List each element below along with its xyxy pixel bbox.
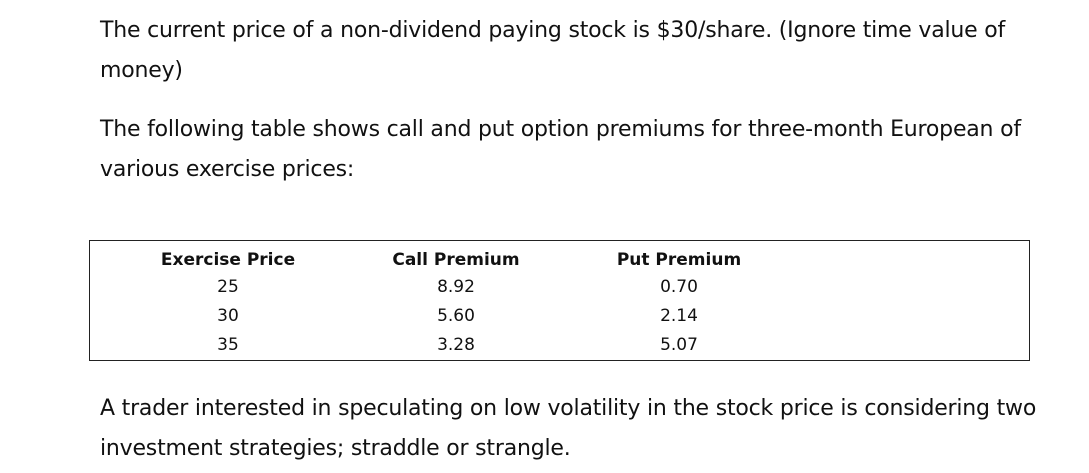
option-premium-table: Exercise Price Call Premium Put Premium …	[90, 247, 812, 360]
header-put-premium: Put Premium	[616, 250, 742, 270]
call-premium-cell: 8.92	[437, 277, 475, 297]
put-premium-cell: 2.14	[660, 306, 698, 326]
exercise-price-cell: 35	[217, 335, 239, 355]
strategy-paragraph: A trader interested in speculating on lo…	[100, 396, 1037, 461]
table-row: 25 8.92 0.70	[90, 273, 812, 302]
header-call-premium: Call Premium	[392, 250, 520, 270]
exercise-price-cell: 30	[217, 306, 239, 326]
table-row: 30 5.60 2.14	[90, 302, 812, 331]
header-exercise-price: Exercise Price	[160, 250, 296, 270]
call-premium-cell: 5.60	[437, 306, 475, 326]
call-premium-cell: 3.28	[437, 335, 475, 355]
option-premium-table-box: Exercise Price Call Premium Put Premium …	[89, 240, 1030, 361]
put-premium-cell: 5.07	[660, 335, 698, 355]
put-premium-cell: 0.70	[660, 277, 698, 297]
table-row: 35 3.28 5.07	[90, 331, 812, 360]
intro-paragraph: The current price of a non-dividend payi…	[100, 18, 1006, 83]
exercise-price-cell: 25	[217, 277, 239, 297]
table-header-row: Exercise Price Call Premium Put Premium	[90, 247, 812, 273]
table-intro-paragraph: The following table shows call and put o…	[100, 117, 1021, 182]
